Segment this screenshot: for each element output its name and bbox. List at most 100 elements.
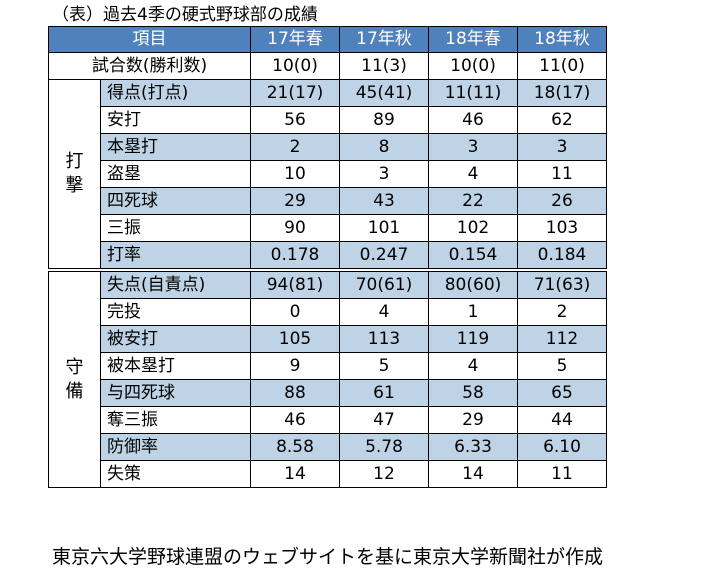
table-cell: 4	[339, 298, 429, 326]
defense-row: 被安打 105 113 119 112	[49, 325, 607, 353]
row-label: 安打	[100, 106, 251, 134]
table-cell: 11(0)	[517, 52, 607, 80]
row-label: 防御率	[100, 433, 251, 461]
row-label: 三振	[100, 214, 251, 242]
batting-row: 四死球 29 43 22 26	[49, 187, 607, 215]
table-cell: 45(41)	[339, 79, 429, 107]
table-cell: 9	[250, 352, 340, 380]
table-cell: 0.154	[428, 241, 518, 271]
table-cell: 71(63)	[517, 268, 607, 299]
table-cell: 0.184	[517, 241, 607, 271]
table-cell: 61	[339, 379, 429, 407]
games-label: 試合数(勝利数)	[48, 52, 251, 80]
batting-group-label: 打撃	[48, 79, 101, 271]
header-item: 項目	[48, 26, 251, 53]
table-cell: 3	[517, 133, 607, 161]
table-cell: 105	[250, 325, 340, 353]
row-label: 被本塁打	[100, 352, 251, 380]
source-note: 東京六大学野球連盟のウェブサイトを基に東京大学新聞社が作成	[52, 546, 604, 568]
defense-row: 失策 14 12 14 11	[49, 460, 607, 488]
defense-row: 奪三振 46 47 29 44	[49, 406, 607, 434]
table-cell: 1	[428, 298, 518, 326]
table-cell: 58	[428, 379, 518, 407]
table-cell: 6.10	[517, 433, 607, 461]
row-label: 被安打	[100, 325, 251, 353]
table-cell: 119	[428, 325, 518, 353]
row-label: 奪三振	[100, 406, 251, 434]
row-label: 本塁打	[100, 133, 251, 161]
table-cell: 62	[517, 106, 607, 134]
table-cell: 11(3)	[339, 52, 429, 80]
table-cell: 11(11)	[428, 79, 518, 107]
table-cell: 8	[339, 133, 429, 161]
defense-row: 完投 0 4 1 2	[49, 298, 607, 326]
header-season: 18年秋	[517, 26, 607, 53]
defense-group-label: 守備	[48, 268, 101, 488]
batting-row: 三振 90 101 102 103	[49, 214, 607, 242]
table-cell: 4	[428, 160, 518, 188]
table-cell: 46	[428, 106, 518, 134]
defense-row: 被本塁打 9 5 4 5	[49, 352, 607, 380]
table-cell: 70(61)	[339, 268, 429, 299]
row-label: 打率	[100, 241, 251, 271]
batting-row: 安打 56 89 46 62	[49, 106, 607, 134]
table-cell: 103	[517, 214, 607, 242]
defense-row: 守備失点(自責点) 94(81) 70(61) 80(60) 71(63)	[48, 268, 607, 488]
table-cell: 44	[517, 406, 607, 434]
games-row: 試合数(勝利数) 10(0) 11(3) 10(0) 11(0)	[48, 52, 607, 80]
header-row: 項目 17年春 17年秋 18年春 18年秋	[48, 26, 607, 53]
table-cell: 11	[517, 460, 607, 488]
table-cell: 0.247	[339, 241, 429, 271]
batting-row: 打撃得点(打点) 21(17) 45(41) 11(11) 18(17)	[48, 79, 607, 271]
baseball-stats-table: 項目 17年春 17年秋 18年春 18年秋 試合数(勝利数) 10(0) 11…	[48, 26, 607, 488]
table-cell: 2	[250, 133, 340, 161]
table-cell: 90	[250, 214, 340, 242]
row-label: 四死球	[100, 187, 251, 215]
defense-row: 防御率 8.58 5.78 6.33 6.10	[49, 433, 607, 461]
batting-row: 打率 0.178 0.247 0.154 0.184	[49, 241, 607, 271]
table-cell: 89	[339, 106, 429, 134]
table-cell: 101	[339, 214, 429, 242]
batting-row: 本塁打 2 8 3 3	[49, 133, 607, 161]
table-cell: 88	[250, 379, 340, 407]
table-cell: 29	[250, 187, 340, 215]
table-cell: 47	[339, 406, 429, 434]
table-cell: 26	[517, 187, 607, 215]
table-cell: 4	[428, 352, 518, 380]
table-cell: 18(17)	[517, 79, 607, 107]
header-season: 18年春	[428, 26, 518, 53]
row-label: 失点(自責点)	[100, 268, 251, 299]
header-season: 17年春	[250, 26, 340, 53]
table-cell: 11	[517, 160, 607, 188]
table-cell: 29	[428, 406, 518, 434]
table-cell: 10	[250, 160, 340, 188]
row-label: 与四死球	[100, 379, 251, 407]
row-label: 失策	[100, 460, 251, 488]
table-cell: 0.178	[250, 241, 340, 271]
table-cell: 5	[517, 352, 607, 380]
defense-row: 与四死球 88 61 58 65	[49, 379, 607, 407]
table-cell: 14	[250, 460, 340, 488]
table-cell: 14	[428, 460, 518, 488]
table-cell: 5.78	[339, 433, 429, 461]
header-season: 17年秋	[339, 26, 429, 53]
table-cell: 56	[250, 106, 340, 134]
table-cell: 3	[428, 133, 518, 161]
table-cell: 12	[339, 460, 429, 488]
table-cell: 46	[250, 406, 340, 434]
table-cell: 8.58	[250, 433, 340, 461]
table-cell: 5	[339, 352, 429, 380]
table-cell: 10(0)	[250, 52, 340, 80]
table-cell: 6.33	[428, 433, 518, 461]
table-cell: 0	[250, 298, 340, 326]
table-cell: 22	[428, 187, 518, 215]
table-cell: 112	[517, 325, 607, 353]
row-label: 盗塁	[100, 160, 251, 188]
table-cell: 10(0)	[428, 52, 518, 80]
row-label: 完投	[100, 298, 251, 326]
table-caption: （表）過去4季の硬式野球部の成績	[52, 5, 318, 25]
table-cell: 3	[339, 160, 429, 188]
table-cell: 113	[339, 325, 429, 353]
table-cell: 94(81)	[250, 268, 340, 299]
table-cell: 102	[428, 214, 518, 242]
